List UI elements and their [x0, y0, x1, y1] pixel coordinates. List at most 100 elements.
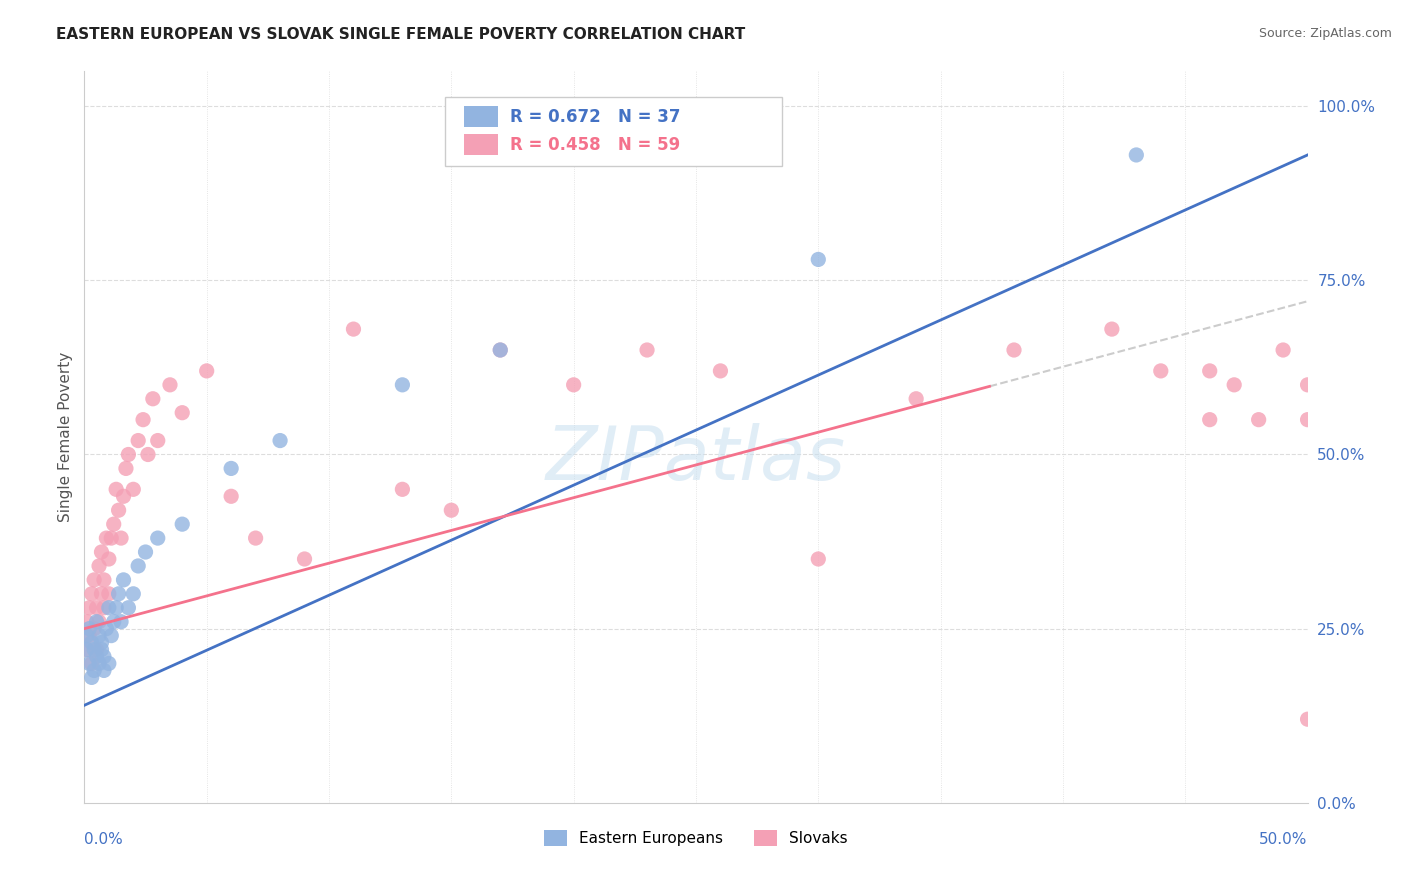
Point — [90, 587, 112, 601]
FancyBboxPatch shape — [464, 106, 498, 127]
Point — [97, 552, 120, 566]
Point — [146, 531, 169, 545]
Point — [440, 503, 463, 517]
Point — [135, 545, 157, 559]
Point — [1296, 412, 1319, 426]
Text: Source: ZipAtlas.com: Source: ZipAtlas.com — [1258, 27, 1392, 40]
Point — [87, 629, 110, 643]
Point — [100, 531, 122, 545]
Point — [83, 573, 105, 587]
Point — [132, 412, 155, 426]
Point — [127, 558, 149, 573]
FancyBboxPatch shape — [446, 97, 782, 167]
Point — [117, 600, 139, 615]
Point — [1198, 364, 1220, 378]
Point — [80, 635, 103, 649]
Point — [77, 622, 100, 636]
Point — [80, 587, 103, 601]
Point — [76, 642, 98, 657]
Point — [115, 461, 138, 475]
Point — [122, 587, 145, 601]
Text: 50.0%: 50.0% — [1260, 832, 1308, 847]
Text: R = 0.458   N = 59: R = 0.458 N = 59 — [510, 136, 681, 153]
Point — [86, 615, 108, 629]
Point — [105, 483, 128, 497]
Point — [97, 600, 120, 615]
Point — [391, 483, 413, 497]
Point — [172, 406, 194, 420]
Point — [107, 587, 129, 601]
Point — [76, 642, 98, 657]
Point — [122, 483, 145, 497]
Point — [97, 587, 120, 601]
Text: EASTERN EUROPEAN VS SLOVAK SINGLE FEMALE POVERTY CORRELATION CHART: EASTERN EUROPEAN VS SLOVAK SINGLE FEMALE… — [56, 27, 745, 42]
Point — [93, 664, 115, 678]
Text: 0.0%: 0.0% — [84, 832, 124, 847]
Point — [105, 600, 128, 615]
Point — [90, 545, 112, 559]
Point — [93, 573, 115, 587]
Point — [87, 615, 110, 629]
Point — [391, 377, 413, 392]
Point — [195, 364, 218, 378]
Point — [142, 392, 165, 406]
Point — [87, 558, 110, 573]
Point — [807, 252, 830, 267]
Point — [489, 343, 512, 357]
Point — [219, 461, 242, 475]
Point — [87, 657, 110, 671]
Point — [562, 377, 585, 392]
Point — [1223, 377, 1246, 392]
Point — [77, 629, 100, 643]
Point — [76, 629, 98, 643]
Point — [86, 600, 108, 615]
Point — [489, 343, 512, 357]
Point — [93, 649, 115, 664]
Point — [245, 531, 267, 545]
Point — [97, 657, 120, 671]
FancyBboxPatch shape — [464, 135, 498, 154]
Point — [77, 657, 100, 671]
Point — [1296, 712, 1319, 726]
Text: R = 0.672   N = 37: R = 0.672 N = 37 — [510, 108, 681, 126]
Point — [172, 517, 194, 532]
Point — [136, 448, 159, 462]
Legend: Eastern Europeans, Slovaks: Eastern Europeans, Slovaks — [537, 822, 855, 854]
Point — [1198, 412, 1220, 426]
Point — [83, 622, 105, 636]
Point — [294, 552, 316, 566]
Point — [112, 573, 135, 587]
Point — [93, 600, 115, 615]
Point — [146, 434, 169, 448]
Point — [269, 434, 291, 448]
Point — [110, 615, 132, 629]
Point — [100, 629, 122, 643]
Point — [159, 377, 181, 392]
Point — [1002, 343, 1025, 357]
Point — [80, 670, 103, 684]
Point — [83, 664, 105, 678]
Point — [905, 392, 928, 406]
Point — [103, 615, 125, 629]
Point — [96, 531, 118, 545]
Point — [90, 635, 112, 649]
Point — [342, 322, 364, 336]
Point — [1272, 343, 1295, 357]
Point — [636, 343, 658, 357]
Point — [90, 642, 112, 657]
Point — [103, 517, 125, 532]
Point — [80, 657, 103, 671]
Point — [1125, 148, 1147, 162]
Point — [127, 434, 149, 448]
Point — [117, 448, 139, 462]
Point — [709, 364, 731, 378]
Y-axis label: Single Female Poverty: Single Female Poverty — [58, 352, 73, 522]
Point — [107, 503, 129, 517]
Point — [1296, 377, 1319, 392]
Point — [1101, 322, 1123, 336]
Point — [76, 615, 98, 629]
Point — [807, 552, 830, 566]
Point — [77, 600, 100, 615]
Point — [1247, 412, 1270, 426]
Point — [86, 649, 108, 664]
